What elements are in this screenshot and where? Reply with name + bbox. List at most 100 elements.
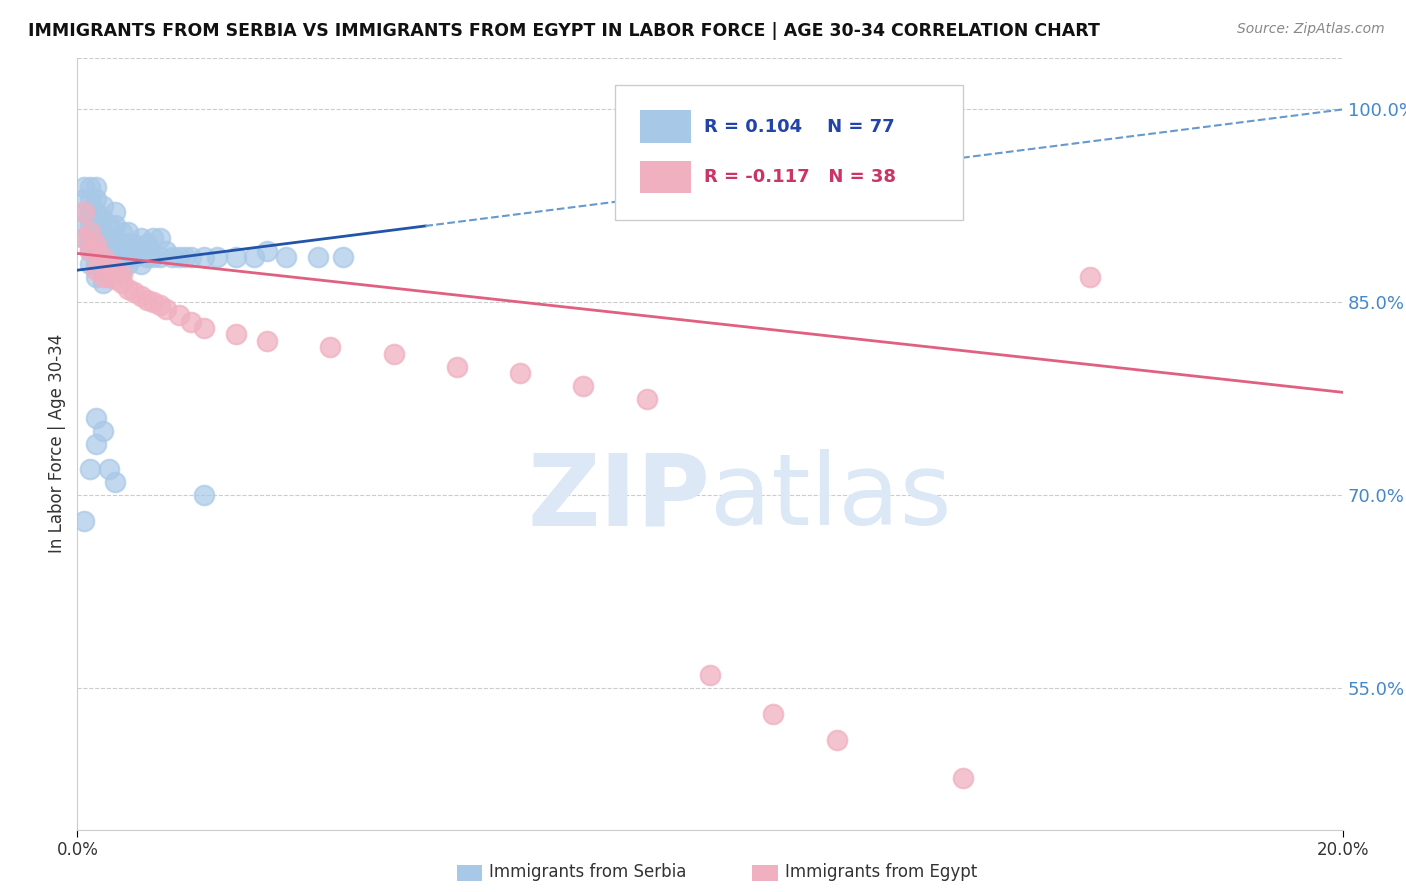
Text: ZIP: ZIP (527, 450, 710, 546)
Point (572, 379, 595, 393)
Point (104, 205, 127, 219)
Point (825, 732, 848, 747)
Text: Source: ZipAtlas.com: Source: ZipAtlas.com (1237, 22, 1385, 37)
Point (382, 347, 405, 361)
Point (167, 250, 190, 264)
Point (446, 359, 468, 374)
Point (155, 301, 177, 316)
Point (104, 475, 127, 490)
Point (225, 250, 247, 264)
Point (149, 231, 172, 245)
Point (79, 179, 101, 194)
Point (79, 462, 101, 476)
Point (180, 250, 202, 264)
Point (135, 250, 157, 264)
Point (98, 257, 120, 271)
Point (86, 179, 108, 194)
Point (307, 250, 329, 264)
Point (319, 340, 342, 354)
Point (79, 193, 101, 207)
Text: R = -0.117   N = 38: R = -0.117 N = 38 (704, 168, 896, 186)
Point (149, 250, 172, 264)
Point (104, 263, 127, 277)
Point (111, 276, 132, 290)
Point (79, 225, 101, 239)
Point (111, 267, 132, 281)
Point (117, 225, 139, 239)
Point (98, 218, 120, 232)
Point (86, 436, 108, 450)
Point (73, 193, 96, 207)
Text: IMMIGRANTS FROM SERBIA VS IMMIGRANTS FROM EGYPT IN LABOR FORCE | AGE 30-34 CORRE: IMMIGRANTS FROM SERBIA VS IMMIGRANTS FRO… (28, 22, 1099, 40)
Point (193, 250, 215, 264)
Point (79, 244, 101, 258)
FancyBboxPatch shape (641, 111, 692, 143)
Point (142, 231, 165, 245)
Point (91, 424, 114, 438)
Point (225, 327, 247, 342)
Point (256, 244, 278, 258)
Point (111, 263, 132, 277)
Point (91, 237, 114, 252)
Point (73, 205, 96, 219)
Point (129, 244, 152, 258)
Point (124, 237, 146, 252)
Point (104, 272, 127, 286)
Point (135, 293, 157, 307)
Point (142, 295, 165, 310)
Point (73, 514, 96, 528)
Point (180, 315, 202, 329)
Point (98, 269, 120, 284)
Point (155, 244, 177, 258)
Point (86, 205, 108, 219)
Text: Immigrants from Serbia: Immigrants from Serbia (489, 863, 686, 881)
Point (243, 250, 266, 264)
Point (111, 250, 132, 264)
Point (86, 411, 108, 425)
Point (91, 199, 114, 213)
Point (79, 218, 101, 232)
Point (98, 257, 120, 271)
Point (73, 218, 96, 232)
Point (104, 231, 127, 245)
Point (111, 225, 132, 239)
Point (104, 218, 127, 232)
Point (111, 237, 132, 252)
Point (193, 321, 215, 335)
Point (104, 257, 127, 271)
Point (98, 269, 120, 284)
Point (98, 244, 120, 258)
Point (91, 276, 114, 290)
Point (86, 218, 108, 232)
Text: Immigrants from Egypt: Immigrants from Egypt (785, 863, 977, 881)
Point (86, 231, 108, 245)
Point (124, 285, 146, 299)
Point (79, 231, 101, 245)
Point (86, 237, 108, 252)
FancyBboxPatch shape (616, 85, 963, 220)
Point (91, 263, 114, 277)
Point (332, 250, 354, 264)
Point (952, 771, 974, 785)
Point (79, 257, 101, 271)
Point (73, 231, 96, 245)
Text: R = 0.104    N = 77: R = 0.104 N = 77 (704, 118, 894, 136)
Point (149, 298, 172, 312)
Point (86, 244, 108, 258)
Point (98, 231, 120, 245)
Point (129, 289, 152, 303)
Point (73, 205, 96, 219)
Point (73, 231, 96, 245)
Point (509, 366, 531, 380)
Point (91, 250, 114, 264)
Point (636, 392, 658, 406)
Point (129, 257, 152, 271)
Point (91, 211, 114, 226)
Point (91, 269, 114, 284)
Point (79, 205, 101, 219)
Point (86, 193, 108, 207)
Point (762, 706, 785, 721)
Point (91, 250, 114, 264)
Point (117, 237, 139, 252)
Point (79, 237, 101, 252)
